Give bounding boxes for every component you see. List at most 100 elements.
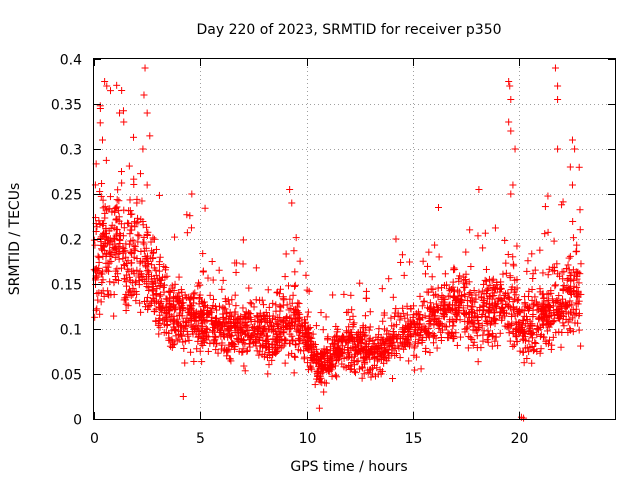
data-point: [103, 266, 111, 274]
data-point: [247, 318, 255, 326]
data-point: [488, 342, 496, 350]
data-point: [120, 118, 128, 126]
data-point: [541, 230, 549, 238]
data-point: [437, 328, 445, 336]
data-point: [285, 282, 293, 290]
data-point: [204, 274, 212, 282]
data-point: [102, 263, 110, 271]
data-point: [509, 253, 517, 261]
data-point: [480, 280, 488, 288]
data-point: [556, 272, 564, 280]
data-point: [264, 286, 272, 294]
data-point: [238, 335, 246, 343]
data-point: [554, 82, 562, 90]
data-point: [123, 293, 131, 301]
data-point: [506, 274, 514, 282]
data-point: [181, 324, 189, 332]
data-point: [549, 267, 557, 275]
data-point: [400, 345, 408, 353]
data-point: [435, 253, 443, 261]
data-point: [219, 276, 227, 284]
data-point: [113, 81, 121, 89]
data-point: [129, 284, 137, 292]
data-point: [415, 320, 423, 328]
data-point: [383, 357, 391, 365]
data-point: [226, 355, 234, 363]
data-point: [523, 355, 531, 363]
data-point: [551, 64, 559, 72]
data-point: [497, 278, 505, 286]
data-point: [193, 345, 201, 353]
data-point: [110, 279, 118, 287]
data-point: [265, 361, 273, 369]
data-point: [385, 275, 393, 283]
data-point: [457, 333, 465, 341]
data-point: [505, 78, 513, 85]
data-point: [285, 351, 293, 359]
data-point: [475, 186, 483, 193]
data-point: [422, 344, 430, 352]
data-point: [264, 332, 272, 340]
data-point: [214, 320, 222, 328]
data-point: [482, 265, 490, 273]
data-point: [430, 291, 438, 299]
data-point: [505, 302, 513, 310]
data-point: [378, 285, 386, 293]
y-tick-label: 0.2: [60, 233, 82, 249]
data-point: [294, 334, 302, 342]
data-point: [520, 335, 528, 343]
data-point: [206, 291, 214, 299]
data-point: [239, 304, 247, 312]
data-point: [333, 356, 341, 364]
data-point: [296, 322, 304, 330]
data-point: [356, 365, 364, 373]
data-point: [550, 237, 558, 245]
data-point: [126, 248, 134, 256]
data-point: [181, 359, 189, 367]
x-tick-label: 15: [405, 431, 423, 447]
data-point: [508, 312, 516, 320]
data-point: [361, 312, 369, 320]
data-point: [470, 287, 478, 295]
data-point: [507, 127, 515, 135]
data-point: [114, 186, 122, 194]
data-point: [245, 340, 253, 348]
data-point: [128, 249, 136, 257]
data-point: [391, 313, 399, 321]
data-point: [137, 257, 145, 265]
data-point: [202, 324, 210, 332]
data-point: [447, 331, 455, 339]
data-point: [252, 296, 260, 304]
data-point: [434, 204, 442, 211]
data-point: [466, 226, 474, 234]
data-point: [136, 259, 144, 267]
data-point: [497, 285, 505, 293]
data-point: [545, 265, 553, 273]
data-point: [190, 299, 198, 307]
data-point: [173, 337, 181, 345]
x-tick-label: 10: [299, 431, 317, 447]
data-point: [566, 325, 574, 333]
data-point: [375, 325, 383, 333]
chart-title: Day 220 of 2023, SRMTID for receiver p35…: [196, 22, 501, 38]
data-point: [160, 281, 168, 289]
data-point: [232, 268, 240, 276]
data-point: [200, 306, 208, 314]
data-point: [548, 295, 556, 303]
data-point: [513, 242, 521, 250]
data-point: [168, 312, 176, 320]
data-point: [295, 340, 303, 348]
data-point: [528, 250, 536, 258]
data-point: [252, 264, 260, 272]
data-point: [110, 249, 118, 257]
data-point: [468, 335, 476, 343]
data-point: [502, 269, 510, 277]
data-point: [388, 322, 396, 330]
data-point: [149, 283, 157, 291]
data-point: [145, 286, 153, 294]
data-point: [506, 82, 514, 90]
data-point: [465, 278, 473, 286]
x-tick-label: 5: [196, 431, 205, 447]
data-point: [551, 282, 559, 290]
data-point: [140, 247, 148, 255]
